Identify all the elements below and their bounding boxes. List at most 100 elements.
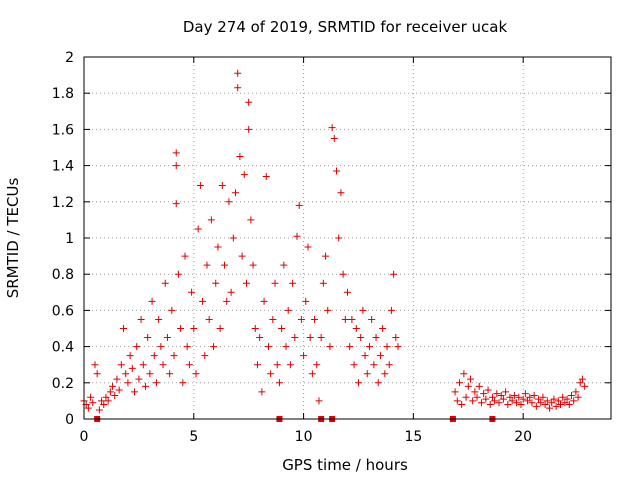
data-point bbox=[563, 395, 571, 403]
data-point bbox=[262, 172, 270, 180]
data-point bbox=[163, 334, 171, 342]
data-point bbox=[357, 334, 365, 342]
x-tick-label: 15 bbox=[404, 429, 422, 445]
data-point bbox=[247, 216, 255, 224]
data-point bbox=[513, 399, 521, 407]
data-point bbox=[374, 379, 382, 387]
data-point bbox=[253, 361, 261, 369]
data-point bbox=[497, 391, 505, 399]
data-point bbox=[229, 234, 237, 242]
data-point bbox=[291, 334, 299, 342]
data-point bbox=[286, 361, 294, 369]
data-point bbox=[565, 401, 573, 409]
data-point bbox=[541, 401, 549, 409]
data-point bbox=[131, 388, 139, 396]
data-point bbox=[458, 401, 466, 409]
data-point bbox=[201, 352, 209, 360]
data-point bbox=[510, 391, 518, 399]
x-tick-label: 10 bbox=[295, 429, 313, 445]
data-point bbox=[561, 399, 569, 407]
data-point bbox=[109, 382, 117, 390]
data-point bbox=[203, 261, 211, 269]
data-point bbox=[115, 386, 123, 394]
data-point bbox=[214, 243, 222, 251]
data-point bbox=[174, 270, 182, 278]
data-point bbox=[548, 399, 556, 407]
data-point bbox=[326, 343, 334, 351]
data-point bbox=[552, 402, 560, 410]
data-point bbox=[484, 386, 492, 394]
x-tick-label: 20 bbox=[514, 429, 532, 445]
data-point bbox=[221, 261, 229, 269]
data-point bbox=[227, 288, 235, 296]
data-point bbox=[311, 315, 319, 323]
y-tick-label: 0.2 bbox=[52, 376, 74, 392]
y-tick-label: 0.8 bbox=[52, 267, 74, 283]
data-point bbox=[157, 343, 165, 351]
data-point bbox=[376, 352, 384, 360]
data-point bbox=[352, 325, 360, 332]
data-point bbox=[526, 393, 534, 401]
data-point bbox=[493, 390, 501, 398]
data-point bbox=[161, 279, 169, 287]
data-point bbox=[453, 397, 461, 405]
y-tick-label: 0 bbox=[65, 412, 74, 428]
data-point bbox=[297, 315, 305, 323]
data-point bbox=[267, 370, 275, 378]
data-point bbox=[91, 361, 99, 369]
data-point bbox=[225, 198, 233, 206]
data-point bbox=[350, 361, 358, 369]
data-point bbox=[304, 243, 312, 251]
data-point bbox=[317, 334, 325, 342]
y-tick-label: 0.4 bbox=[52, 340, 74, 356]
data-point bbox=[532, 402, 540, 410]
data-point bbox=[98, 397, 106, 405]
data-point bbox=[506, 393, 514, 401]
data-point bbox=[177, 325, 185, 332]
data-point bbox=[102, 393, 110, 401]
data-point bbox=[152, 379, 160, 387]
data-point bbox=[240, 171, 248, 179]
data-point bbox=[354, 379, 362, 387]
data-point bbox=[122, 370, 130, 378]
data-point bbox=[84, 404, 92, 412]
data-points bbox=[80, 69, 589, 422]
data-point bbox=[482, 395, 490, 403]
data-point bbox=[306, 334, 314, 342]
data-point bbox=[234, 69, 242, 77]
y-tick-label: 1.4 bbox=[52, 159, 74, 175]
data-point bbox=[190, 325, 198, 332]
data-point bbox=[124, 379, 132, 387]
data-point bbox=[172, 162, 180, 170]
data-point bbox=[120, 325, 128, 332]
data-point bbox=[135, 375, 143, 383]
data-point bbox=[139, 361, 147, 369]
data-point bbox=[339, 270, 347, 278]
data-point bbox=[100, 401, 108, 409]
data-point bbox=[502, 388, 510, 396]
x-tick-label: 5 bbox=[189, 429, 198, 445]
data-point bbox=[212, 279, 220, 287]
data-point bbox=[348, 315, 356, 323]
data-point bbox=[133, 343, 141, 351]
data-point bbox=[464, 382, 472, 390]
data-point bbox=[275, 379, 283, 387]
data-point bbox=[570, 397, 578, 405]
data-point bbox=[344, 288, 351, 296]
data-point bbox=[192, 370, 200, 378]
data-point bbox=[210, 343, 218, 351]
data-point bbox=[359, 306, 367, 314]
data-point bbox=[181, 252, 189, 260]
data-point bbox=[462, 393, 470, 401]
y-axis-label: SRMTID / TECUs bbox=[4, 178, 22, 299]
data-point bbox=[258, 388, 266, 396]
data-point bbox=[521, 390, 529, 398]
x-axis-label: GPS time / hours bbox=[282, 456, 408, 474]
data-point bbox=[245, 125, 253, 133]
data-point bbox=[361, 352, 369, 360]
data-point bbox=[337, 189, 345, 197]
data-point bbox=[383, 343, 391, 351]
data-point bbox=[554, 397, 562, 405]
data-point bbox=[537, 399, 545, 407]
